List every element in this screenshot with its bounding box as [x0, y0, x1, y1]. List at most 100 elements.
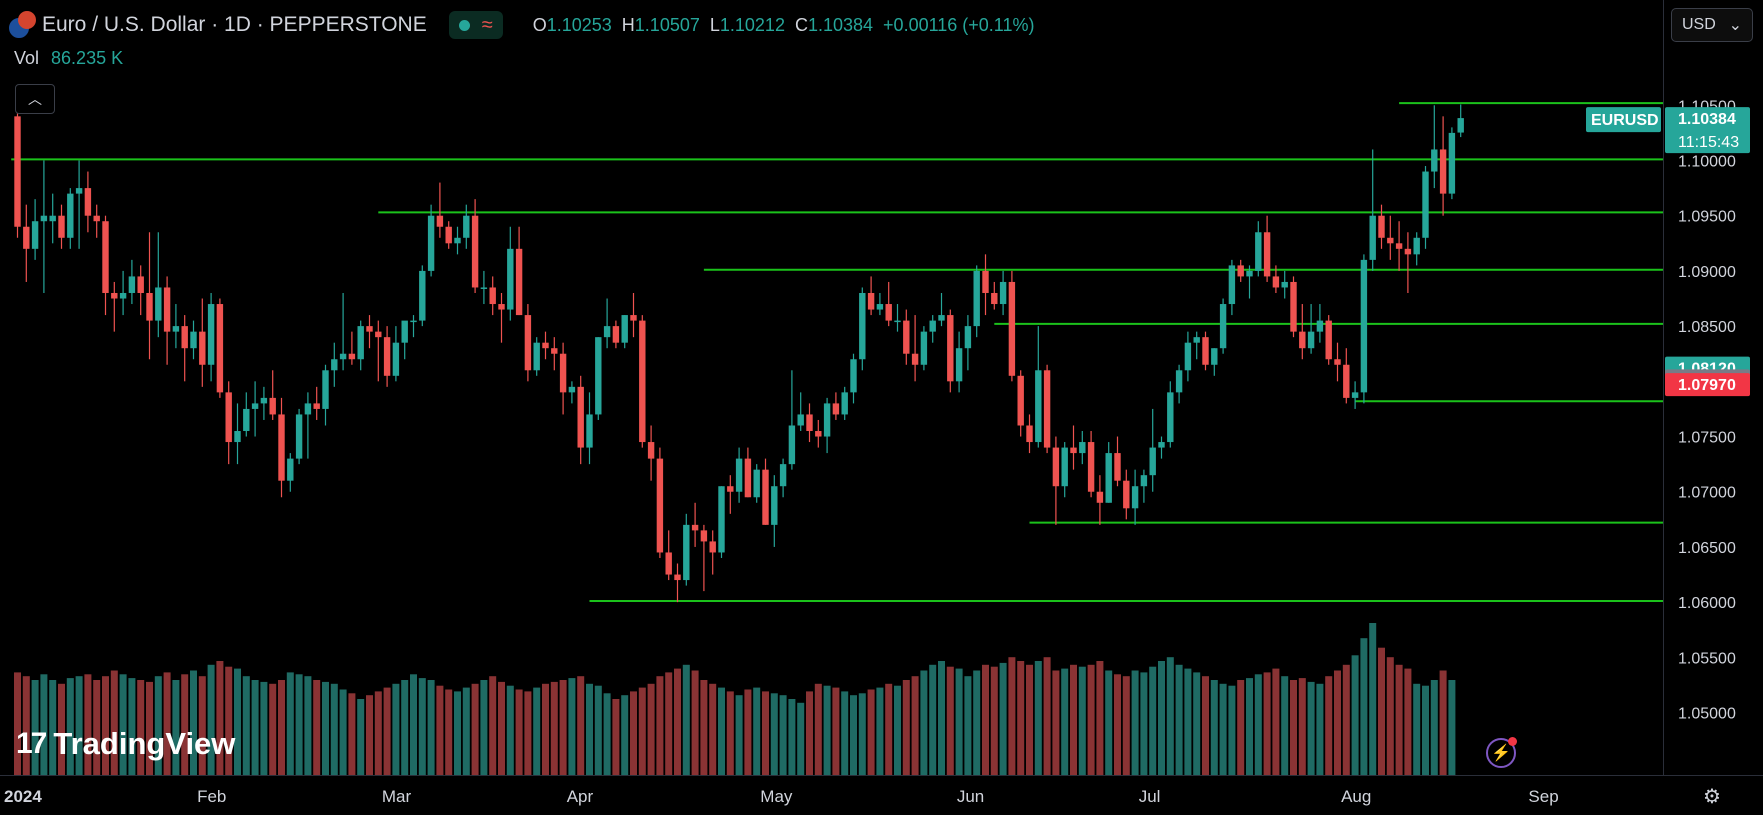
- candle: [656, 447, 664, 558]
- candle-body: [163, 287, 171, 332]
- candle-body: [533, 342, 540, 371]
- volume-bar: [814, 683, 822, 775]
- candle-body: [75, 188, 83, 194]
- candle: [603, 298, 611, 349]
- currency-select[interactable]: USD ⌄: [1671, 8, 1753, 42]
- candle-body: [375, 331, 382, 338]
- volume-bar: [110, 670, 118, 775]
- candle: [322, 364, 329, 426]
- volume-bar: [436, 685, 444, 775]
- volume-bar: [374, 691, 382, 775]
- candle-body: [1228, 265, 1236, 305]
- volume-bar: [1369, 623, 1377, 775]
- volume-bar: [1386, 657, 1394, 775]
- volume-bar: [1149, 666, 1157, 775]
- volume-bar: [1158, 661, 1165, 775]
- candle: [727, 475, 734, 514]
- candle-body: [674, 574, 681, 581]
- candle-body: [1052, 447, 1060, 487]
- volume-bar: [894, 685, 901, 775]
- candle-body: [1105, 453, 1112, 503]
- candle-body: [1167, 392, 1174, 443]
- candle: [929, 315, 936, 343]
- candle: [480, 270, 488, 305]
- candle: [1149, 408, 1156, 492]
- collapse-legend-button[interactable]: ︿: [15, 84, 55, 114]
- candle: [903, 309, 910, 365]
- candle-body: [287, 458, 294, 481]
- candle: [1114, 436, 1121, 487]
- open-value: 1.10253: [546, 14, 612, 35]
- market-status[interactable]: ≈: [448, 11, 503, 39]
- candle-body: [498, 304, 505, 310]
- candle: [445, 221, 452, 249]
- time-tick-label: Aug: [1341, 787, 1371, 806]
- candle: [1272, 265, 1280, 293]
- candle-body: [559, 353, 567, 393]
- horizontal-lines[interactable]: [11, 102, 1663, 603]
- tradingview-logo[interactable]: 17 TradingView: [16, 726, 235, 762]
- candle-body: [427, 215, 435, 271]
- volume-legend[interactable]: Vol 86.235 K: [14, 48, 123, 69]
- candle: [718, 486, 725, 558]
- volume-bar: [1184, 668, 1192, 775]
- close-value: 1.10384: [807, 14, 874, 35]
- candle-body: [991, 292, 998, 305]
- candle-body: [1334, 359, 1341, 365]
- candle-body: [1422, 171, 1429, 238]
- symbol-legend[interactable]: Euro / U.S. Dollar · 1D · PEPPERSTONE ≈ …: [8, 10, 1035, 40]
- price-label-text: 1.10384: [1678, 111, 1736, 128]
- candle-body: [859, 292, 866, 360]
- lightning-icon[interactable]: ⚡: [1486, 737, 1517, 768]
- candle-body: [1131, 486, 1139, 509]
- candle: [533, 337, 540, 376]
- change-value: +0.00116 (+0.11%): [883, 14, 1035, 35]
- volume-bar: [911, 676, 919, 775]
- volume-bar: [1175, 664, 1183, 775]
- candle: [630, 292, 637, 338]
- volume-bar: [524, 691, 532, 775]
- candle-body: [190, 331, 197, 349]
- price-tick-label: 1.06000: [1678, 595, 1736, 612]
- volume-bar: [876, 687, 884, 775]
- candle: [691, 502, 699, 547]
- volume-bar: [1008, 657, 1016, 775]
- volume-bar: [462, 687, 470, 775]
- candle: [1035, 326, 1042, 448]
- candle-body: [401, 320, 408, 343]
- volume-bar: [163, 672, 171, 775]
- candle-body: [111, 292, 118, 299]
- candle: [40, 160, 48, 293]
- volume-bar: [1210, 680, 1218, 775]
- volume-bar: [22, 676, 30, 775]
- chevron-up-icon: ︿: [28, 91, 42, 107]
- candle: [269, 370, 276, 420]
- volume-bar: [1290, 680, 1297, 775]
- candle: [744, 447, 752, 498]
- candle-body: [207, 304, 215, 365]
- time-tick-label: Mar: [382, 787, 412, 806]
- symbol-title[interactable]: Euro / U.S. Dollar · 1D · PEPPERSTONE: [42, 13, 427, 36]
- candle: [225, 381, 232, 465]
- volume-bar: [278, 680, 285, 775]
- candle: [524, 304, 532, 382]
- candle-body: [1255, 232, 1262, 271]
- candle-body: [524, 315, 532, 371]
- volume-bar: [726, 691, 734, 775]
- candle: [797, 392, 804, 432]
- price-label-text: 1.07970: [1678, 377, 1736, 394]
- volume-bar: [1087, 664, 1095, 775]
- candle-body: [955, 348, 963, 382]
- volume-bar: [1202, 676, 1209, 775]
- time-tick-label: Jun: [957, 787, 984, 806]
- price-tick-label: 1.09500: [1678, 209, 1736, 226]
- candle: [1043, 364, 1051, 454]
- volume-bar: [1078, 666, 1086, 775]
- volume-bar: [348, 693, 356, 775]
- volume-bar: [1166, 657, 1174, 775]
- settings-gear-icon[interactable]: ⚙: [1703, 786, 1721, 808]
- volume-bar: [638, 687, 646, 775]
- volume-bar: [1404, 668, 1412, 775]
